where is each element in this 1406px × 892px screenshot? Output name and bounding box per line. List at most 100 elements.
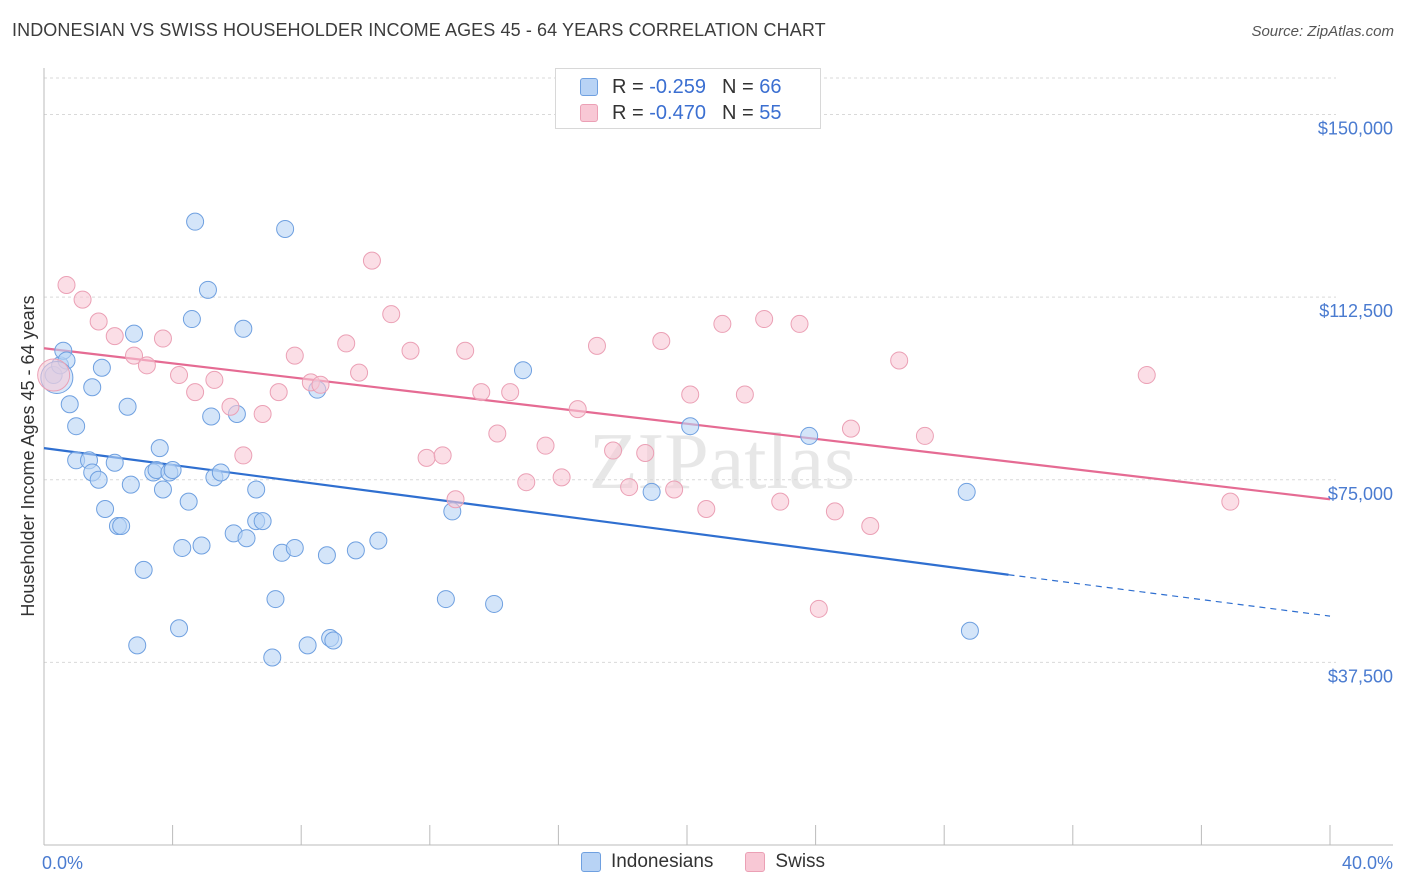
swiss-point <box>536 436 555 455</box>
indonesians-point <box>234 319 253 338</box>
swiss-point <box>552 468 571 487</box>
indonesians-point <box>202 407 221 426</box>
indonesians-point <box>324 631 343 650</box>
swiss-point <box>446 490 465 509</box>
indonesians-legend-label: Indonesians <box>610 851 714 872</box>
swiss-point <box>37 358 71 392</box>
indonesians-point <box>211 463 230 482</box>
indonesians-point <box>96 499 115 518</box>
swiss-point <box>915 426 934 445</box>
swiss-point <box>89 312 108 331</box>
correlation-legend: R = -0.259 N = 66 R = -0.470 N = 55 <box>555 68 821 129</box>
swiss-point <box>269 383 288 402</box>
indonesians-point <box>285 538 304 557</box>
indonesians-point <box>276 219 295 238</box>
swiss-point <box>517 473 536 492</box>
swiss-point <box>73 290 92 309</box>
swiss-point <box>755 310 774 329</box>
legend-row-indonesians: R = -0.259 N = 66 <box>580 75 781 99</box>
legend-item-swiss: Swiss <box>745 851 825 873</box>
indonesians-point <box>186 212 205 231</box>
indonesians-point <box>514 361 533 380</box>
swiss-point <box>401 341 420 360</box>
swiss-point <box>1137 366 1156 385</box>
swiss-r-value: -0.470 <box>649 101 706 124</box>
swiss-point <box>205 370 224 389</box>
legend-row-swiss: R = -0.470 N = 55 <box>580 101 781 125</box>
swiss-point <box>170 366 189 385</box>
swiss-point <box>620 478 639 497</box>
indonesians-point <box>960 621 979 640</box>
swiss-point <box>137 356 156 375</box>
indonesians-point <box>192 536 211 555</box>
indonesians-point <box>173 538 192 557</box>
indonesians-point <box>60 395 79 414</box>
indonesians-trend-line <box>43 447 1009 576</box>
swiss-point <box>350 363 369 382</box>
r-label: R = <box>612 75 644 98</box>
y-tick-label: $75,000 <box>1328 484 1393 504</box>
swiss-point <box>234 446 253 465</box>
indonesians-r-value: -0.259 <box>649 75 706 98</box>
indonesians-point <box>92 358 111 377</box>
indonesians-point <box>153 480 172 499</box>
indonesians-point <box>266 590 285 609</box>
data-points <box>37 212 1240 667</box>
swiss-point <box>311 375 330 394</box>
indonesians-point <box>369 531 388 550</box>
indonesians-point <box>105 453 124 472</box>
indonesians-point <box>150 439 169 458</box>
indonesians-point <box>642 482 661 501</box>
indonesians-point <box>436 590 455 609</box>
x-tick-label-max: 40.0% <box>1342 853 1393 873</box>
n-label: N = <box>721 75 754 98</box>
swiss-point <box>665 480 684 499</box>
swiss-point <box>825 502 844 521</box>
swiss-point <box>57 275 76 294</box>
swiss-point <box>417 448 436 467</box>
series-legend: Indonesians Swiss <box>0 851 1406 873</box>
indonesians-n-value: 66 <box>759 75 782 98</box>
indonesians-point <box>121 475 140 494</box>
swiss-point <box>636 443 655 462</box>
y-axis-title: Householder Income Ages 45 - 64 years <box>18 295 38 616</box>
indonesians-point <box>112 517 131 536</box>
legend-item-indonesians: Indonesians <box>580 851 714 873</box>
swiss-point <box>382 305 401 324</box>
y-tick-label: $150,000 <box>1318 119 1393 139</box>
swiss-point <box>125 346 144 365</box>
indonesians-point <box>163 461 182 480</box>
swiss-point <box>285 346 304 365</box>
indonesians-point <box>67 417 86 436</box>
swiss-point <box>433 446 452 465</box>
swiss-point <box>253 405 272 424</box>
swiss-point <box>1221 492 1240 511</box>
swiss-point <box>735 385 754 404</box>
swiss-point <box>890 351 909 370</box>
swiss-point <box>697 499 716 518</box>
swiss-point <box>186 383 205 402</box>
indonesians-point <box>83 378 102 397</box>
swiss-point <box>221 397 240 416</box>
indonesians-swatch <box>580 78 598 96</box>
axes <box>43 68 1393 846</box>
y-tick-label: $37,500 <box>1328 666 1393 686</box>
swiss-point <box>153 329 172 348</box>
swiss-point <box>568 400 587 419</box>
chart-title: INDONESIAN VS SWISS HOUSEHOLDER INCOME A… <box>12 20 826 40</box>
swiss-point <box>337 334 356 353</box>
indonesians-point <box>681 417 700 436</box>
swiss-point <box>488 424 507 443</box>
swiss-n-value: 55 <box>759 101 782 124</box>
indonesians-point <box>346 541 365 560</box>
y-tick-label: $112,500 <box>1319 301 1393 321</box>
indonesians-point <box>317 546 336 565</box>
indonesians-point <box>253 512 272 531</box>
x-tick-label-min: 0.0% <box>42 853 83 873</box>
indonesians-point <box>298 636 317 655</box>
indonesians-point <box>263 648 282 667</box>
indonesians-point <box>128 636 147 655</box>
indonesians-trend-extension <box>1008 574 1331 617</box>
swiss-point <box>604 441 623 460</box>
